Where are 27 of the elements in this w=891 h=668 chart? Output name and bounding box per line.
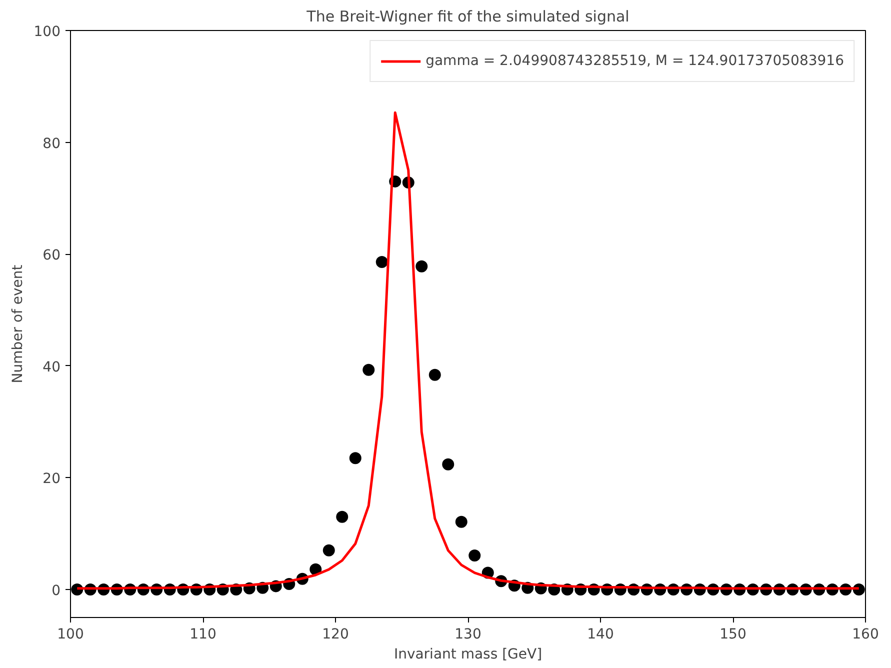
y-tick-label: 20 [42,471,61,488]
y-tick-label: 60 [42,248,61,264]
point [336,510,348,523]
point [416,260,428,272]
x-tick-label: 130 [454,626,482,642]
y-axis-title: Number of event [10,264,26,384]
y-tick-label: 40 [42,359,61,376]
x-tick-label: 160 [852,626,879,642]
legend-label: gamma = 2.049908743285519, M = 124.90173705083916 [426,53,844,69]
point [322,544,335,556]
point [428,368,441,381]
y-tick-label: 80 [42,136,61,152]
point [455,516,468,528]
x-tick-label: 120 [322,626,349,642]
x-tick-label: 110 [190,626,216,642]
x-axis-title: Invariant mass [GeV] [394,646,542,662]
x-tick-label: 150 [720,626,746,642]
x-tick-label: 140 [587,626,614,642]
y-tick-label: 0 [52,583,61,600]
point [362,364,375,376]
chart-title: The Breit-Wigner fit of the simulated signal [306,8,630,26]
point [468,549,481,562]
point [376,256,388,268]
point [442,458,454,470]
point [349,452,362,464]
x-tick-label: 100 [57,626,84,642]
y-tick-label: 100 [34,24,61,40]
